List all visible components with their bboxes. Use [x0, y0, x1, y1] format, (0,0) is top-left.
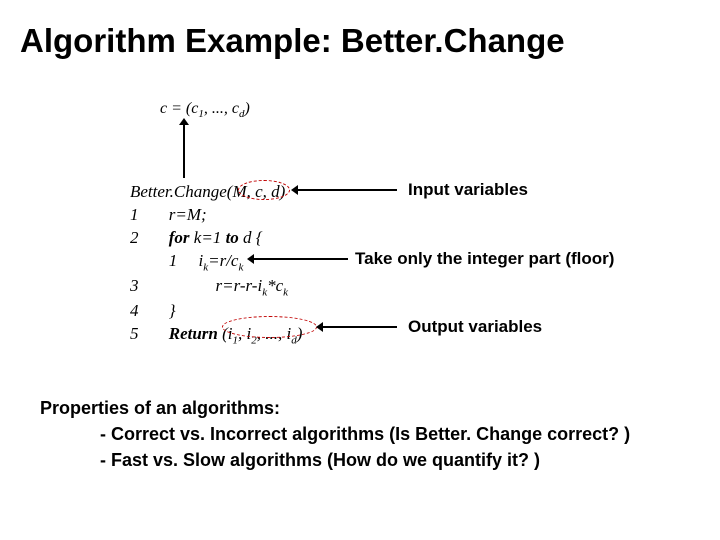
floor-label: Take only the integer part (floor): [355, 249, 614, 269]
for-kw: for: [169, 228, 190, 247]
input-variables-label: Input variables: [408, 180, 528, 200]
algo-line-3: 3 r=r-r-ik*ck: [130, 275, 302, 300]
dashed-circle-output: [222, 316, 317, 338]
arrow-input-head: [291, 185, 298, 195]
properties-p2: - Fast vs. Slow algorithms (How do we qu…: [40, 447, 630, 473]
cd: c: [232, 100, 239, 117]
line3-text: r=r-r-i: [216, 276, 263, 295]
algo-line-1: 1 r=M;: [130, 204, 302, 227]
ck-sub: k: [238, 261, 243, 273]
c-eq: = (: [167, 100, 191, 117]
inner-num: 1: [169, 251, 178, 270]
to-kw: to: [226, 228, 239, 247]
arrow-cdef-head: [179, 118, 189, 125]
line2-text2: d {: [239, 228, 263, 247]
line4-text: }: [169, 301, 176, 320]
line1-text: r=M;: [169, 205, 207, 224]
arrow-floor-line: [253, 258, 348, 260]
algo-name: Better.Change(M,: [130, 182, 255, 201]
arrow-input-line: [297, 189, 397, 191]
output-variables-label: Output variables: [408, 317, 542, 337]
ik-mid: =r/c: [208, 251, 238, 270]
c-vector-definition: c = (c1, ..., cd): [160, 100, 250, 120]
line-num-1: 1: [130, 204, 156, 227]
arrow-output-head: [316, 322, 323, 332]
arrow-cdef-vertical: [183, 122, 185, 178]
algo-line-2: 2 for k=1 to d {: [130, 227, 302, 250]
properties-heading: Properties of an algorithms:: [40, 395, 630, 421]
line-num-2: 2: [130, 227, 156, 250]
line-num-3: 3: [130, 275, 156, 298]
line3-sub2: k: [283, 286, 288, 298]
page-title: Algorithm Example: Better.Change: [20, 22, 565, 60]
line-num-2a: [130, 250, 156, 273]
c-mid: , ...,: [204, 100, 232, 117]
line3-mid: *c: [267, 276, 283, 295]
algo-line-2a: 1 ik=r/ck: [130, 250, 302, 275]
c-close: ): [244, 100, 249, 117]
arrow-floor-head: [247, 254, 254, 264]
dashed-circle-input: [238, 180, 290, 200]
return-kw: Return: [169, 324, 218, 343]
line2-mid: k=1: [190, 228, 226, 247]
arrow-output-line: [322, 326, 397, 328]
line-num-4: 4: [130, 300, 156, 323]
properties-p1: - Correct vs. Incorrect algorithms (Is B…: [40, 421, 630, 447]
line-num-5: 5: [130, 323, 156, 346]
properties-block: Properties of an algorithms: - Correct v…: [40, 395, 630, 473]
